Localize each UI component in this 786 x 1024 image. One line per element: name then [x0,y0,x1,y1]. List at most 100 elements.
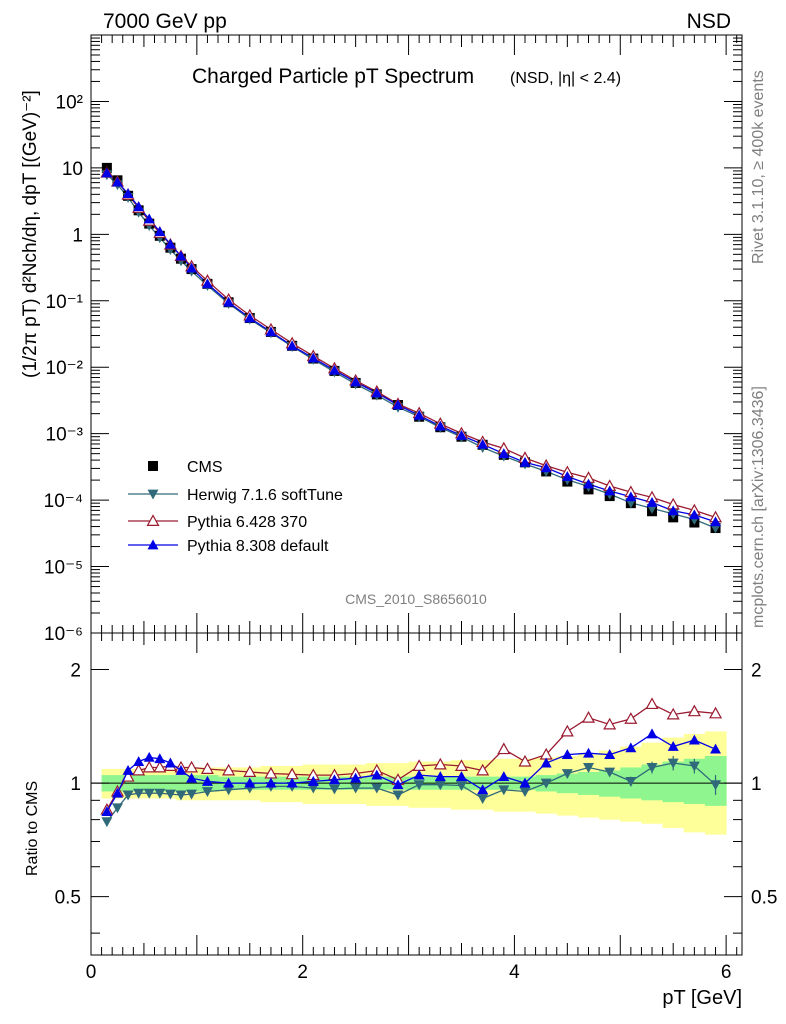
x-tick-label: 4 [509,962,520,983]
ratio-y-tick-label-right: 2 [751,661,762,682]
pythia-8-308-default-point [498,448,510,459]
ratio-y-tick-label: 1 [70,774,81,795]
pythia-8-308-default-ratio-point [667,741,679,751]
statistical-band [641,764,664,801]
legend-pythia-6-428-370-label: Pythia 6.428 370 [187,514,307,531]
herwig-7-1-6-softtune-ratio-point [101,817,113,828]
y-tick-label: 10⁻³ [46,425,84,446]
ratio-y-tick-labels: 0.5 0.5 1 1 2 2 [55,661,778,909]
ratio-y-tick-label: 0.5 [55,888,81,909]
pythia-8-308-default-ratio-point [392,779,404,790]
pythia-8-308-default-point [350,376,362,387]
pythia-8-308-default-ratio-point [186,772,198,783]
pythia-8-308-default-point [154,226,166,236]
x-tick-label: 6 [721,962,732,983]
pythia-8-308-default-ratio-line [106,733,716,812]
pythia-8-308-default-point [710,516,722,527]
pythia-8-308-default-point [328,364,340,375]
pythia-8-308-default-point [122,188,134,199]
pythia-8-308-default-ratio-point [583,747,595,758]
pythia-8-308-default-ratio-point [540,757,552,768]
y-tick-label: 10⁻¹ [46,292,84,313]
ratio-y-tick-label-right: 1 [751,774,762,795]
pythia-8-308-default-point [477,438,489,449]
legend: CMS Herwig 7.1.6 softTune Pythia 6.428 370… [128,459,343,555]
herwig-7-1-6-softtune-ratio-point [223,785,235,796]
herwig-7-1-6-softtune-ratio-point [154,788,166,799]
pythia-6-428-370-ratio-point [581,711,596,723]
herwig-7-1-6-softtune-ratio-point [175,790,187,801]
ratio-y-axis-label: Ratio to CMS [24,781,41,876]
pythia-6-428-370-ratio-point [560,724,574,737]
pythia-8-308-default-ratio-point [111,787,123,798]
herwig-7-1-6-softtune-ratio-point [143,788,155,799]
herwig-7-1-6-softtune-ratio-point [646,763,658,773]
pythia-8-308-default-ratio-point [455,771,467,782]
herwig-7-1-6-softtune-ratio-point [519,787,531,797]
pythia-8-308-default-point [175,250,187,261]
pythia-8-308-default-ratio-point [154,753,166,764]
legend-cms-marker [148,461,158,471]
pythia-6-428-370-ratio-point [476,763,490,776]
pythia-8-308-default-ratio-point [710,743,722,754]
herwig-7-1-6-softtune-ratio-point [434,780,446,791]
process-label: NSD [687,10,731,33]
pythia-6-428-370-ratio-point [243,765,257,777]
herwig-7-1-6-softtune-ratio-point [186,789,198,800]
pythia-8-308-default-ratio-point [604,749,616,759]
pythia-8-308-default-point [101,167,113,178]
pythia-6-428-370-ratio-point [645,697,659,710]
herwig-7-1-6-softtune-ratio-point [371,783,383,794]
pythia-6-428-370-ratio-point [603,717,617,730]
legend-pythia-8-308-default-marker [147,539,159,550]
pythia-8-308-default-point [625,491,637,502]
herwig-7-1-6-softtune-ratio-point [477,794,489,805]
pythia-8-308-default-ratio-point [265,777,277,788]
herwig-7-1-6-softtune-ratio-point [604,767,616,778]
pythia-8-308-default-point [667,505,679,516]
pythia-8-308-default-ratio-point [307,775,319,786]
pythia-8-308-default-point [561,470,573,481]
pythia-8-308-default-point [392,399,404,410]
pythia-8-308-default-ratio-point [561,749,573,759]
pythia-6-428-370-ratio-point [200,762,214,774]
pythia-6-428-370-ratio-point [433,757,447,770]
y-tick-label: 10⁻² [46,358,84,379]
pythia-6-428-370-ratio-point [666,707,680,720]
pythia-8-308-default-ratio-point [244,777,256,788]
legend-pythia-6-428-370-marker [146,514,160,527]
herwig-7-1-6-softtune-ratio-point [455,781,467,792]
pythia-8-308-default-ratio-point [413,769,425,780]
pythia-6-428-370-ratio-point [142,760,156,773]
pythia-8-308-default-ratio-point [519,777,531,788]
statistical-band [662,761,685,803]
herwig-7-1-6-softtune-ratio-point [583,763,595,773]
main-plot-y-tick-labels: 10⁻⁶ 10⁻⁵ 10⁻⁴ 10⁻³ 10⁻² 10⁻¹ 1 10 10² [44,92,83,645]
pythia-8-308-default-point [201,278,213,289]
legend-herwig-7-1-6-softtune-label: Herwig 7.1.6 softTune [187,487,343,504]
pythia-8-308-default-ratio-point [143,751,155,762]
herwig-7-1-6-softtune-ratio-point [122,790,134,801]
legend-pythia-8-308-default-label: Pythia 8.308 default [187,538,329,555]
pythia-6-428-370-ratio-point [518,754,532,767]
herwig-7-1-6-softtune-ratio-point [498,785,510,796]
y-tick-label: 10⁻⁴ [44,491,83,512]
ratio-plot-ticks [90,633,742,955]
pythia-6-428-370-ratio-point [454,759,469,771]
herwig-7-1-6-softtune-ratio-line [106,762,716,823]
herwig-7-1-6-softtune-ratio-point [710,780,722,791]
pythia-8-308-default-ratio-point [350,772,362,783]
y-tick-label: 10⁻⁶ [44,624,83,645]
main-plot-marks [100,162,723,534]
plot-title: Charged Particle pT Spectrum [192,65,474,88]
mcplots-label: mcplots.cern.ch [arXiv:1306.3436] [750,386,767,628]
pythia-8-308-default-ratio-point [133,756,145,767]
ratio-plot: 0.5 0.5 1 1 2 2 0 2 4 6 Ratio to CMS pT [GeV] [24,632,778,1009]
x-tick-labels: 0 2 4 6 [86,962,732,983]
herwig-7-1-6-softtune-ratio-point [164,789,176,800]
pythia-8-308-default-ratio-point [122,764,134,775]
herwig-7-1-6-softtune-ratio-point [625,777,637,787]
herwig-7-1-6-softtune-ratio-point [201,787,213,797]
x-axis-label: pT [GeV] [662,987,742,1009]
